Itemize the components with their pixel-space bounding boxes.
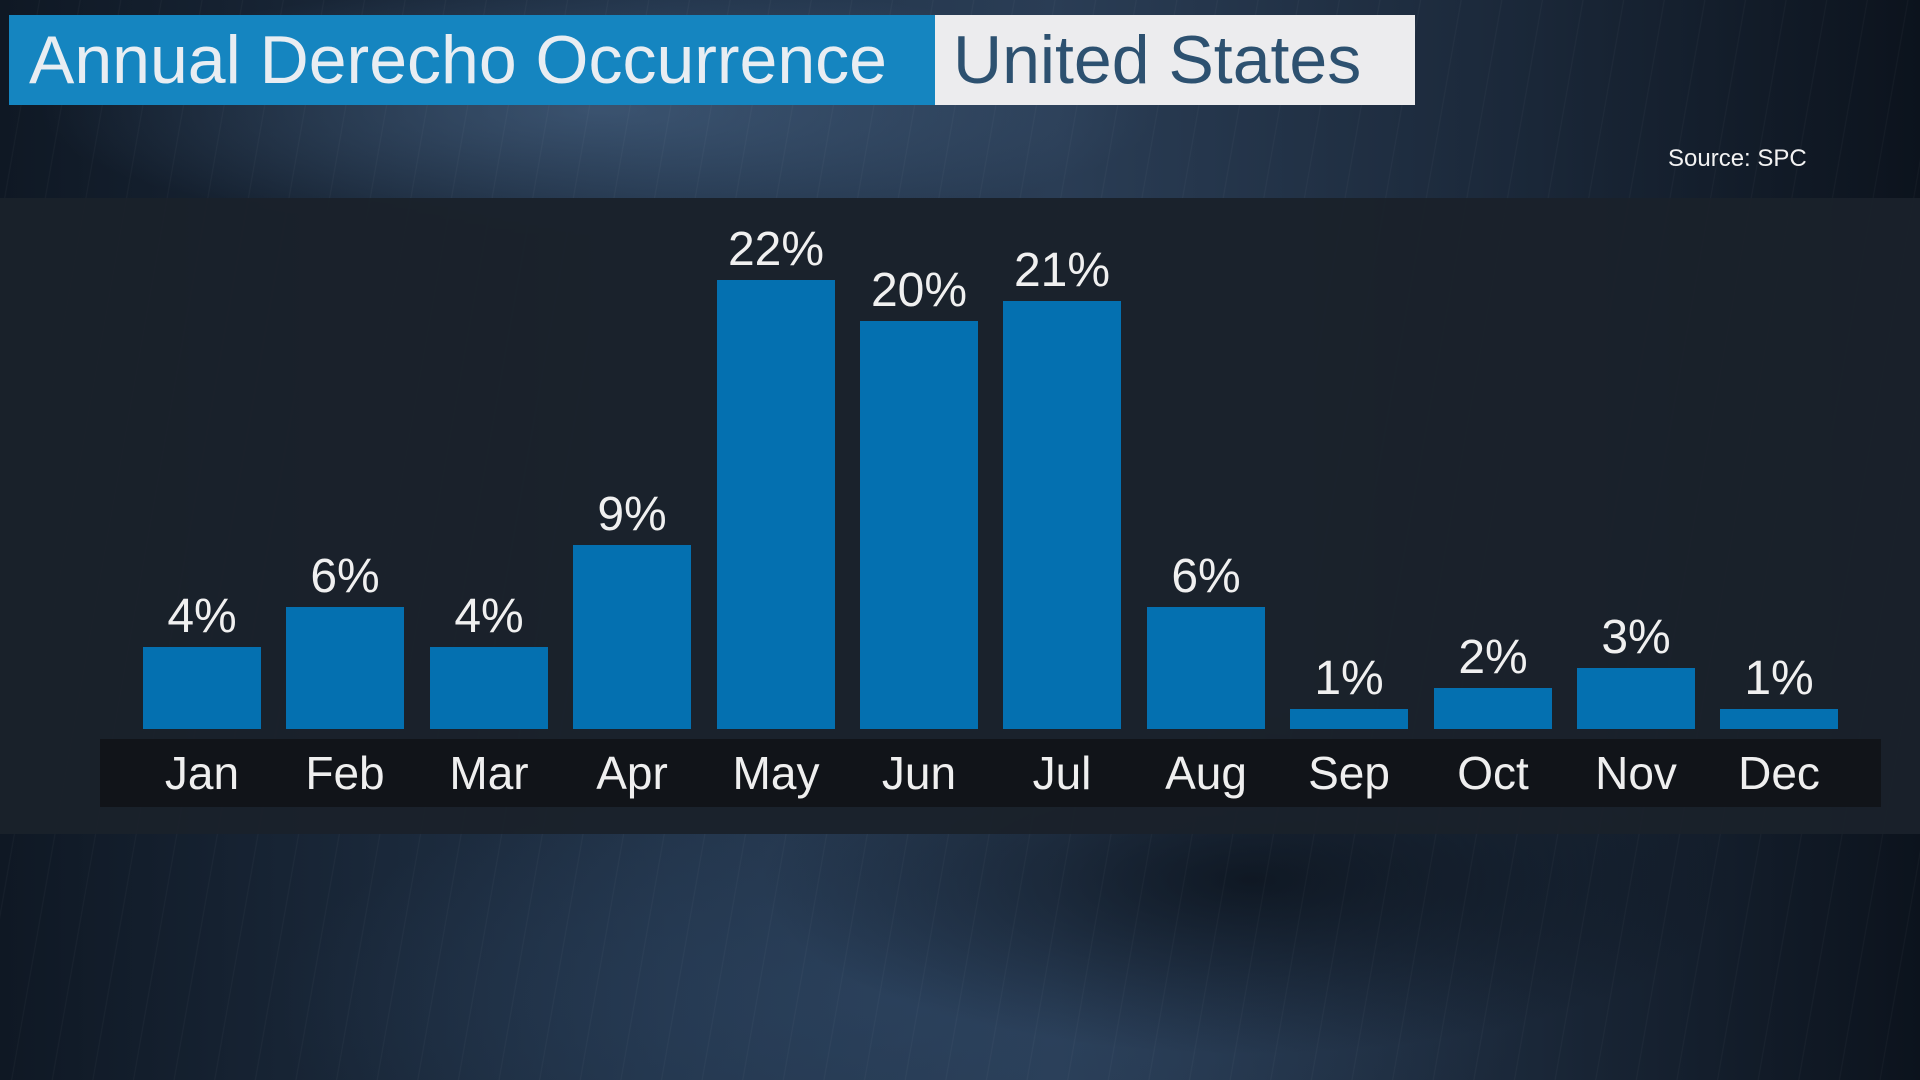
bar-value-label: 22% bbox=[727, 223, 825, 276]
title-bar: Annual Derecho Occurrence United States bbox=[9, 15, 1415, 105]
month-label: Jul bbox=[1032, 747, 1092, 799]
bar-value-label: 3% bbox=[1601, 611, 1671, 664]
bar-value-label: 4% bbox=[167, 590, 237, 643]
month-label: May bbox=[732, 747, 820, 799]
month-label: Sep bbox=[1308, 747, 1390, 799]
bar-value-label: 9% bbox=[597, 488, 667, 541]
region-label: United States bbox=[935, 15, 1415, 105]
bar-jan bbox=[143, 647, 261, 729]
month-label: Aug bbox=[1165, 747, 1247, 799]
bar-feb bbox=[286, 607, 404, 729]
bar-jun bbox=[860, 321, 978, 729]
bar-value-label: 4% bbox=[454, 590, 524, 643]
bar-nov bbox=[1577, 668, 1695, 729]
bar-aug bbox=[1147, 607, 1265, 729]
month-label: Oct bbox=[1457, 747, 1529, 799]
bar-value-label: 6% bbox=[310, 550, 380, 603]
bar-oct bbox=[1434, 688, 1552, 729]
bar-value-label: 21% bbox=[1013, 244, 1111, 297]
bar-mar bbox=[430, 647, 548, 729]
month-label: Mar bbox=[449, 747, 529, 799]
month-label-strip bbox=[100, 739, 1881, 807]
source-label: Source: SPC bbox=[1668, 145, 1807, 172]
bar-sep bbox=[1290, 709, 1408, 729]
month-label: Jan bbox=[164, 747, 240, 799]
bar-jul bbox=[1003, 301, 1121, 729]
month-label: Dec bbox=[1738, 747, 1820, 799]
bar-value-label: 6% bbox=[1171, 550, 1241, 603]
bar-may bbox=[717, 280, 835, 729]
chart-title: Annual Derecho Occurrence bbox=[9, 15, 935, 105]
bar-value-label: 1% bbox=[1744, 652, 1814, 705]
month-label: Feb bbox=[305, 747, 385, 799]
bar-value-label: 2% bbox=[1458, 631, 1528, 684]
bar-value-label: 1% bbox=[1314, 652, 1384, 705]
bar-value-label: 20% bbox=[870, 264, 968, 317]
month-label: Nov bbox=[1595, 747, 1677, 799]
month-label: Apr bbox=[596, 747, 668, 799]
bar-dec bbox=[1720, 709, 1838, 729]
bar-apr bbox=[573, 545, 691, 729]
month-label: Jun bbox=[881, 747, 957, 799]
